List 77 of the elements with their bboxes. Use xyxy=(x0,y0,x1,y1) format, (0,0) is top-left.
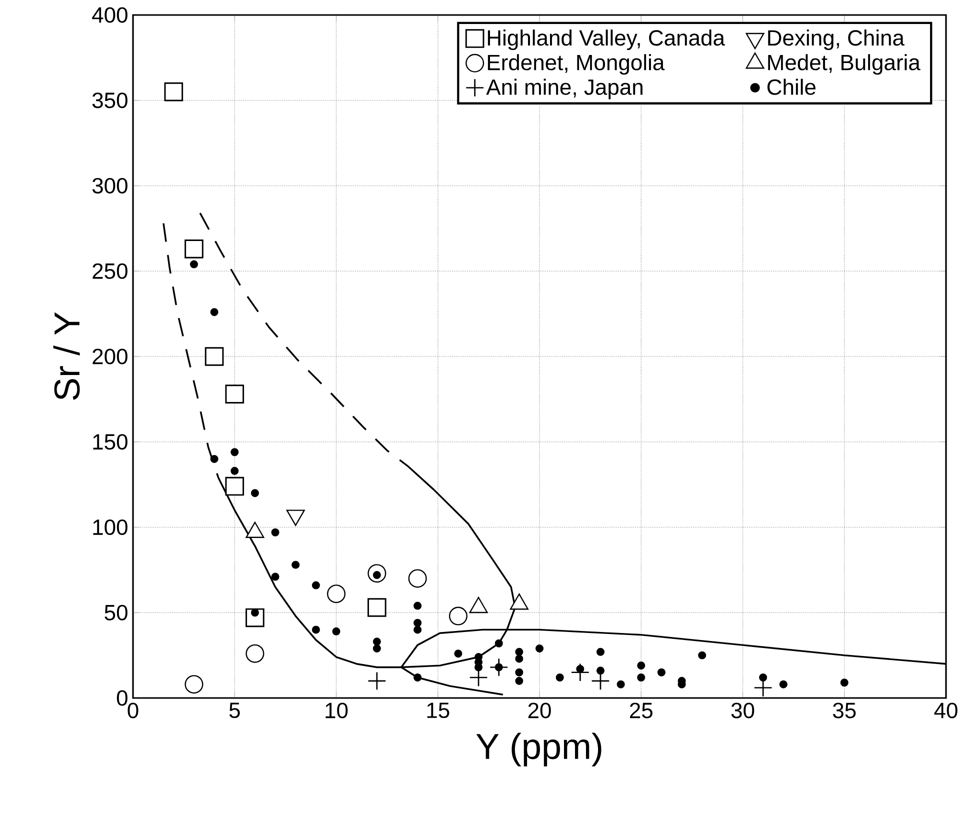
point xyxy=(250,489,259,498)
point xyxy=(515,654,524,663)
point xyxy=(536,644,544,652)
legend-label: Chile xyxy=(767,78,816,95)
point xyxy=(448,606,468,626)
point xyxy=(250,608,259,617)
legend-label: Highland Valley, Canada xyxy=(488,30,725,50)
x-tick-label: 35 xyxy=(832,702,856,718)
point xyxy=(184,675,204,694)
point xyxy=(408,569,427,588)
point xyxy=(210,308,218,316)
point xyxy=(616,680,625,688)
point xyxy=(779,680,788,688)
x-tick-label: 5 xyxy=(229,702,240,718)
point xyxy=(515,668,524,676)
point xyxy=(164,82,184,102)
y-tick-label: 100 xyxy=(93,519,128,536)
point xyxy=(368,598,386,617)
point xyxy=(414,674,422,682)
point xyxy=(494,639,503,648)
y-tick-label: 50 xyxy=(104,604,128,620)
x-tick-label: 0 xyxy=(128,702,138,718)
point xyxy=(230,448,239,456)
point xyxy=(596,666,604,675)
point xyxy=(759,674,768,682)
point xyxy=(210,454,218,463)
x-tick-label: 15 xyxy=(427,702,450,718)
legend-label: Medet, Bulgaria xyxy=(768,54,920,75)
point xyxy=(414,618,422,627)
point xyxy=(515,676,524,685)
y-tick-label: 400 xyxy=(92,7,128,23)
y-tick-label: 0 xyxy=(116,690,128,706)
point xyxy=(494,663,503,672)
y-axis-title: Sr / Y xyxy=(53,312,80,400)
point xyxy=(271,528,280,536)
point xyxy=(596,648,604,656)
y-tick-label: 150 xyxy=(93,434,128,450)
point xyxy=(454,650,462,658)
point xyxy=(184,240,204,258)
legend-label: Erdenet, Mongolia xyxy=(488,54,665,75)
point xyxy=(637,674,646,682)
x-axis-title: Y (ppm) xyxy=(476,732,602,766)
point xyxy=(637,662,646,670)
y-tick-label: 350 xyxy=(92,92,128,108)
point xyxy=(414,602,422,610)
point xyxy=(326,584,346,604)
point xyxy=(372,644,381,652)
point xyxy=(225,476,244,496)
point xyxy=(372,638,381,646)
point xyxy=(556,674,564,682)
point xyxy=(698,651,706,660)
legend-label: Ani mine, Japan xyxy=(486,78,642,100)
point xyxy=(515,648,524,656)
y-tick-label: 200 xyxy=(92,348,128,364)
point xyxy=(292,560,300,569)
y-tick-label: 300 xyxy=(92,178,128,194)
legend-label: Dexing, China xyxy=(768,30,905,50)
point xyxy=(204,347,224,366)
x-tick-label: 20 xyxy=(528,702,551,718)
point xyxy=(368,672,386,690)
x-tick-label: 40 xyxy=(934,702,958,718)
point xyxy=(312,626,320,634)
point xyxy=(332,627,340,636)
point xyxy=(271,572,280,581)
point xyxy=(657,668,666,676)
x-tick-label: 25 xyxy=(630,702,652,718)
point xyxy=(414,626,422,634)
y-tick-label: 250 xyxy=(92,263,128,279)
x-tick-label: 10 xyxy=(326,702,348,718)
point xyxy=(312,581,320,590)
point xyxy=(576,664,584,673)
point xyxy=(230,466,239,475)
point xyxy=(225,384,244,404)
point xyxy=(246,644,264,663)
point xyxy=(840,678,848,687)
x-tick-label: 30 xyxy=(731,702,754,718)
point xyxy=(190,260,198,268)
